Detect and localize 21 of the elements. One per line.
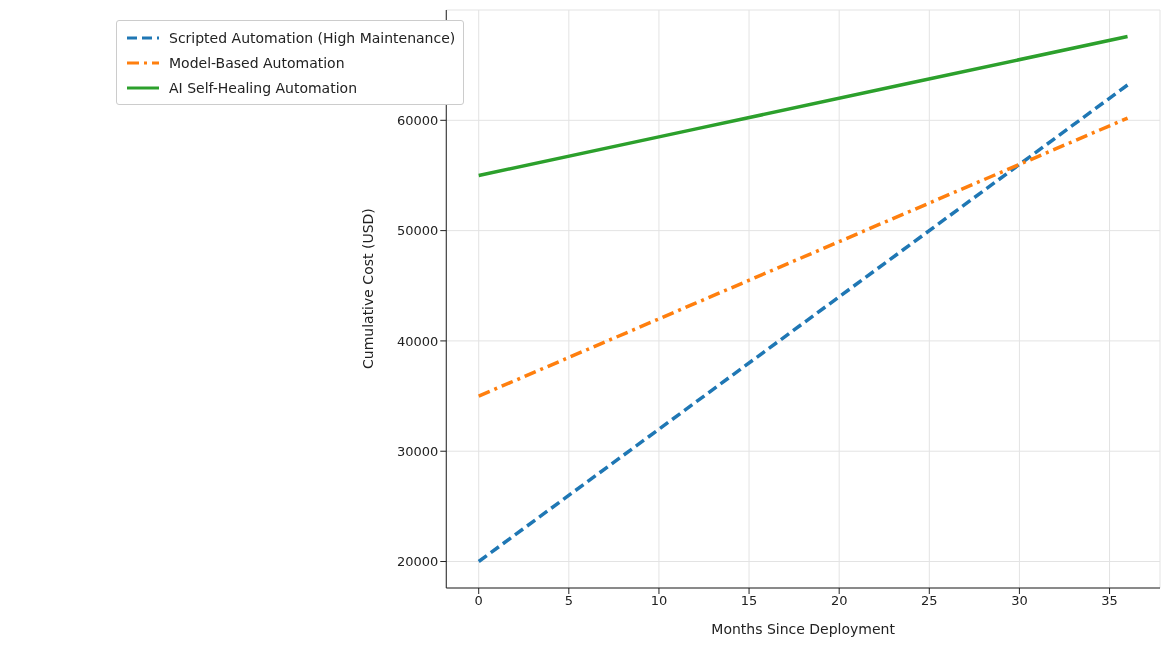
x-tick-label: 25 [921,593,938,609]
legend-label: Scripted Automation (High Maintenance) [169,29,456,46]
legend-label: Model-Based Automation [169,54,345,71]
x-tick-label: 35 [1101,593,1118,609]
x-tick-label: 30 [1011,593,1028,609]
y-tick-label: 40000 [396,333,439,349]
x-tick-label: 10 [650,593,668,609]
y-tick-label: 50000 [396,223,439,239]
line-series [476,34,1130,178]
line-series [476,83,1130,564]
x-tick-label: 5 [564,593,573,609]
x-tick-label: 15 [740,593,758,609]
y-tick-label: 60000 [396,112,439,128]
y-axis-title: Cumulative Cost (USD) [360,208,377,369]
y-tick-label: 30000 [396,443,439,459]
x-tick-label: 0 [474,593,483,609]
legend-label: AI Self-Healing Automation [169,79,358,96]
y-tick-label: 20000 [396,554,439,570]
line-series [476,116,1130,398]
x-axis-title: Months Since Deployment [711,621,896,637]
x-tick-label: 20 [830,593,848,609]
